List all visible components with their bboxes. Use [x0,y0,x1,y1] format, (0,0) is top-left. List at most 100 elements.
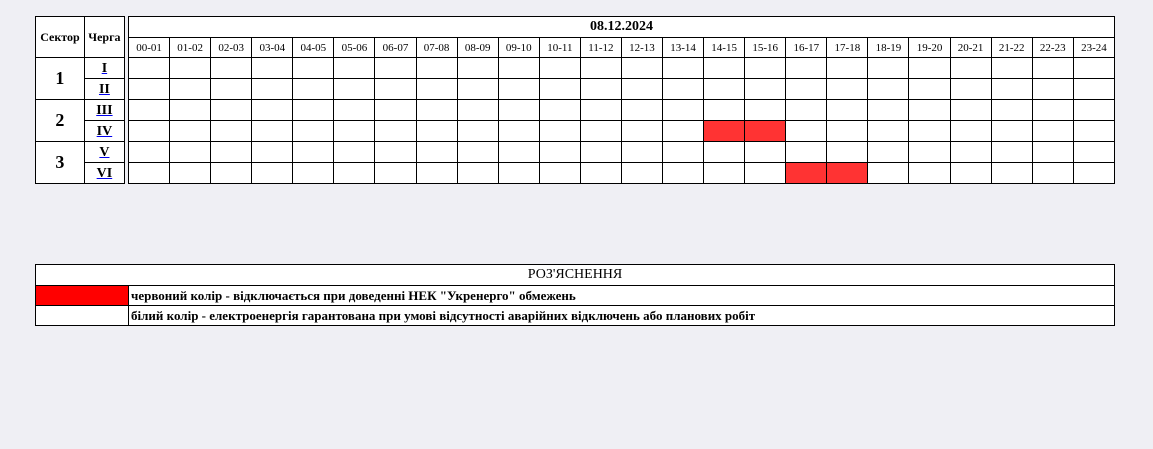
hour-cell [662,99,705,121]
hour-cell [497,99,540,121]
hour-cell [579,78,622,100]
queue-row-III [127,99,1116,121]
hour-cell [292,141,335,163]
hour-cell [333,120,376,142]
queue-link[interactable]: V [99,145,110,160]
hour-header: 10-11 [538,37,581,58]
hour-header: 02-03 [210,37,253,58]
hour-cell [538,162,581,184]
hour-cell [333,141,376,163]
hour-cell [662,141,705,163]
hour-cell [785,141,828,163]
hour-cell [703,141,746,163]
hour-cell [826,141,869,163]
hour-cell [169,57,212,79]
queue-link[interactable]: IV [96,124,113,139]
queue-cell[interactable]: IV [83,120,126,142]
hour-cell [867,120,910,142]
hour-cell [662,120,705,142]
hour-cell [908,78,951,100]
hour-cell [826,120,869,142]
hour-cell [127,141,171,163]
hour-cell [785,57,828,79]
queue-cell[interactable]: III [83,99,126,121]
hour-header: 01-02 [169,37,212,58]
hour-cell [210,141,253,163]
hour-cell [579,120,622,142]
hour-cell [374,162,417,184]
hour-cell [990,141,1033,163]
hour-header: 00-01 [127,37,171,58]
hour-cell [292,57,335,79]
hour-cell [374,78,417,100]
queue-row-I [127,57,1116,79]
hour-cell [497,141,540,163]
hour-cell [1031,57,1074,79]
hour-cell [374,99,417,121]
hour-cell [210,162,253,184]
hour-cell [949,57,992,79]
hour-cell [990,162,1033,184]
hour-cell [538,99,581,121]
hour-cell [169,162,212,184]
hour-cell [456,120,499,142]
queue-row-VI [127,162,1116,184]
hour-cell [127,162,171,184]
hour-cell [415,141,458,163]
hour-header: 22-23 [1031,37,1074,58]
hour-header: 03-04 [251,37,294,58]
hour-cell [169,120,212,142]
hour-cell [908,99,951,121]
hour-cell [1031,99,1074,121]
hour-cell [456,78,499,100]
hour-cell [1031,78,1074,100]
queue-link[interactable]: II [98,82,110,97]
hour-cell [1031,120,1074,142]
hour-cell [1072,78,1116,100]
hour-cell [908,141,951,163]
hour-header: 21-22 [990,37,1033,58]
hour-cell [497,57,540,79]
hour-header: 14-15 [703,37,746,58]
queue-cell[interactable]: II [83,78,126,100]
hour-cell [374,57,417,79]
queue-link[interactable]: III [96,103,113,118]
hour-cell [127,99,171,121]
queue-row-II [127,78,1116,100]
hour-cell [990,57,1033,79]
hour-cell [538,78,581,100]
queue-link[interactable]: I [101,61,108,76]
hour-cell [1072,120,1116,142]
hour-cell [990,120,1033,142]
hour-cell [949,141,992,163]
hour-cell [620,120,664,142]
hour-cell [292,99,335,121]
queue-cell[interactable]: VI [83,162,126,184]
hour-cell [620,141,664,163]
hour-cell [292,162,335,184]
legend-row-white: білий колір - електроенергія гарантована… [35,305,1115,326]
outage-cell [826,162,869,184]
hour-cell [744,99,787,121]
hour-cell [949,99,992,121]
hour-cell [908,120,951,142]
hour-cell [1031,162,1074,184]
hour-cell [333,162,376,184]
queue-row-V [127,141,1116,163]
hour-header: 09-10 [497,37,540,58]
queue-cell[interactable]: V [83,141,126,163]
hour-cell [908,162,951,184]
hour-cell [251,99,294,121]
sector-queue-table: Сектор Черга 1 I II 2 III IV 3 V VI [35,16,126,184]
queue-cell[interactable]: I [83,57,126,79]
hour-cell [251,141,294,163]
hour-cell [620,78,664,100]
hour-cell [127,57,171,79]
white-swatch [35,305,129,326]
hour-cell [579,57,622,79]
sector-header: Сектор [35,16,85,58]
hour-cell [127,120,171,142]
queue-link[interactable]: VI [96,166,113,181]
hour-cell [867,57,910,79]
hour-cell [374,120,417,142]
